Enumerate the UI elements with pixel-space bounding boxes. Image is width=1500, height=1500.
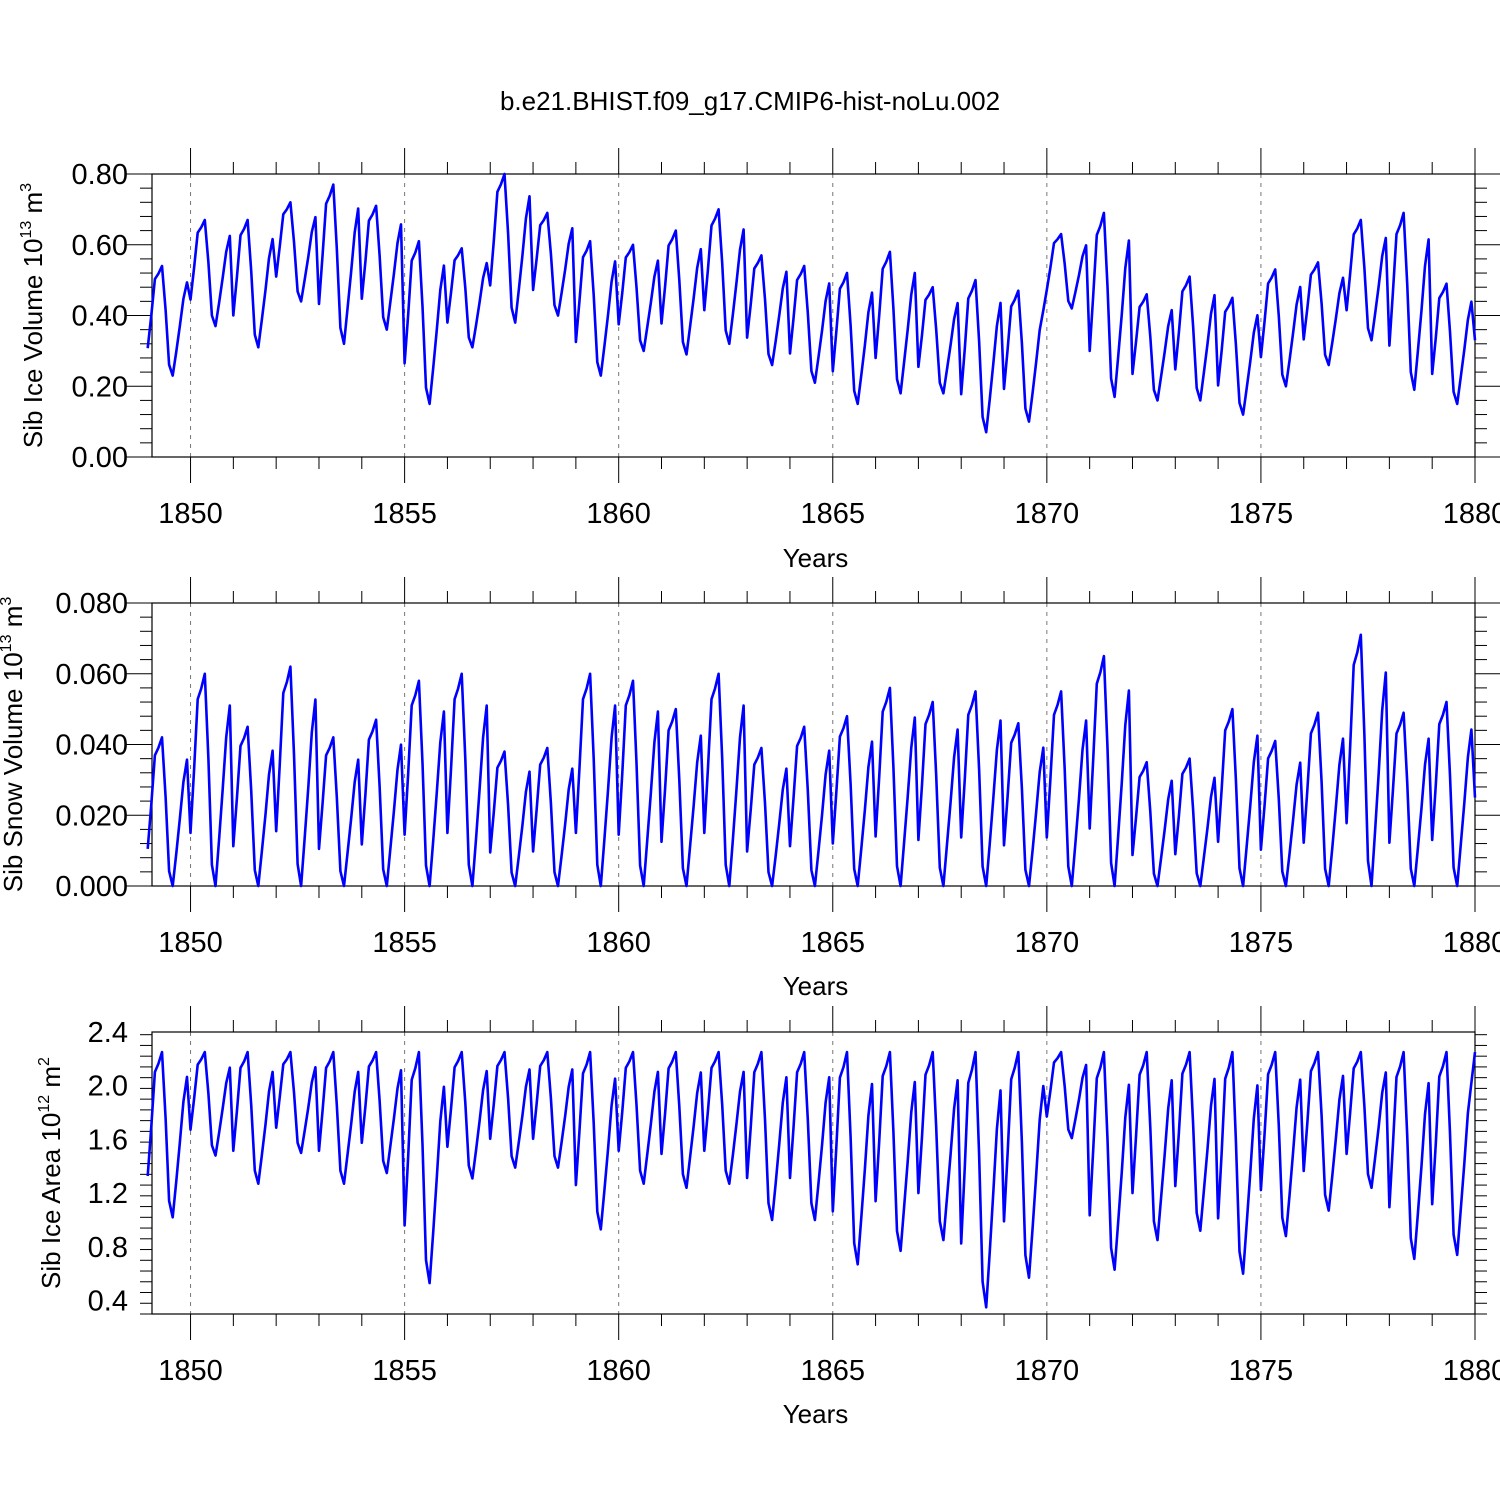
y-axis-label-exponent: 13 [0, 634, 15, 652]
x-tick-label-1865: 1865 [801, 498, 866, 530]
y-axis-label: Sib Ice Volume 1013 m3 [18, 183, 48, 448]
series-line-ice-area [146, 1050, 1477, 1309]
x-tick-label-1875: 1875 [1229, 1355, 1294, 1387]
y-axis-label-unit-exponent: 2 [36, 1057, 53, 1066]
y-tick-label: 0.80 [72, 159, 128, 191]
y-axis-label-exponent: 12 [36, 1095, 53, 1113]
y-tick-label: 0.060 [55, 659, 128, 691]
y-axis-label-unit: m [0, 606, 28, 635]
figure-title: b.e21.BHIST.f09_g17.CMIP6-hist-noLu.002 [500, 86, 1000, 116]
x-axis-label: Years [783, 1399, 849, 1429]
y-axis-label: Sib Snow Volume 1013 m3 [0, 597, 28, 893]
y-tick-label: 2.0 [88, 1071, 128, 1103]
y-axis-label-text: Sib Ice Area 10 [36, 1113, 66, 1289]
x-tick-label-1860: 1860 [586, 1355, 651, 1387]
y-tick-label: 0.00 [72, 442, 128, 474]
y-axis-label-exponent: 13 [18, 221, 35, 239]
x-tick-label-1865: 1865 [801, 927, 866, 959]
y-tick-label: 0.000 [55, 871, 128, 903]
x-tick-label-1855: 1855 [372, 498, 437, 530]
plot-frame [151, 173, 1476, 458]
y-tick-label: 0.8 [88, 1232, 128, 1264]
series-line-ice-volume [146, 172, 1477, 434]
x-tick-label-1850: 1850 [158, 927, 223, 959]
y-axis-label-unit: m [36, 1066, 66, 1095]
x-tick-label-1855: 1855 [372, 927, 437, 959]
x-tick-label-1870: 1870 [1015, 498, 1080, 530]
x-tick-label-1875: 1875 [1229, 498, 1294, 530]
series-line-snow-volume [146, 633, 1477, 888]
y-axis-label-unit-exponent: 3 [18, 183, 35, 192]
panel-ice-volume: 1850 1855 1860 1865 1870 1875 1880 0.00 0.20 0.40… [18, 148, 1500, 573]
x-tick-label-1860: 1860 [586, 498, 651, 530]
y-tick-label: 0.020 [55, 800, 128, 832]
x-tick-label-1880: 1880 [1443, 927, 1500, 959]
y-tick-label: 0.60 [72, 230, 128, 262]
x-tick-label-1850: 1850 [158, 498, 223, 530]
y-axis-label-text: Sib Snow Volume 10 [0, 652, 28, 892]
y-tick-label: 0.40 [72, 301, 128, 333]
x-tick-label-1855: 1855 [372, 1355, 437, 1387]
x-tick-label-1860: 1860 [586, 927, 651, 959]
panel-snow-volume: 1850 1855 1860 1865 1870 1875 1880 0.000 0.020 0.… [0, 577, 1500, 1001]
y-axis-label: Sib Ice Area 1012 m2 [36, 1057, 66, 1289]
x-tick-label-1880: 1880 [1443, 498, 1500, 530]
x-tick-label-1870: 1870 [1015, 1355, 1080, 1387]
y-tick-label: 0.040 [55, 730, 128, 762]
y-axis-label-unit: m [18, 192, 48, 221]
y-tick-label: 0.20 [72, 371, 128, 403]
x-axis-label: Years [783, 971, 849, 1001]
y-axis-label-unit-exponent: 3 [0, 597, 15, 606]
plot-frame [151, 602, 1476, 887]
y-axis-label-text: Sib Ice Volume 10 [18, 239, 48, 449]
plot-frame [151, 1031, 1476, 1315]
x-tick-label-1850: 1850 [158, 1355, 223, 1387]
panels: 1850 1855 1860 1865 1870 1875 18800.000.200.40… [0, 148, 1500, 1429]
x-tick-label-1880: 1880 [1443, 1355, 1500, 1387]
y-tick-label: 0.080 [55, 588, 128, 620]
panel-ice-area: 1850 1855 1860 1865 1870 1875 1880 0.4 0.8 1.2 1.6… [36, 1006, 1500, 1429]
y-tick-label: 0.4 [88, 1286, 128, 1318]
y-tick-label: 2.4 [88, 1017, 128, 1049]
x-axis-label: Years [783, 543, 849, 573]
x-tick-label-1875: 1875 [1229, 927, 1294, 959]
x-tick-label-1865: 1865 [801, 1355, 866, 1387]
x-tick-label-1870: 1870 [1015, 927, 1080, 959]
y-tick-label: 1.2 [88, 1178, 128, 1210]
y-tick-label: 1.6 [88, 1124, 128, 1156]
